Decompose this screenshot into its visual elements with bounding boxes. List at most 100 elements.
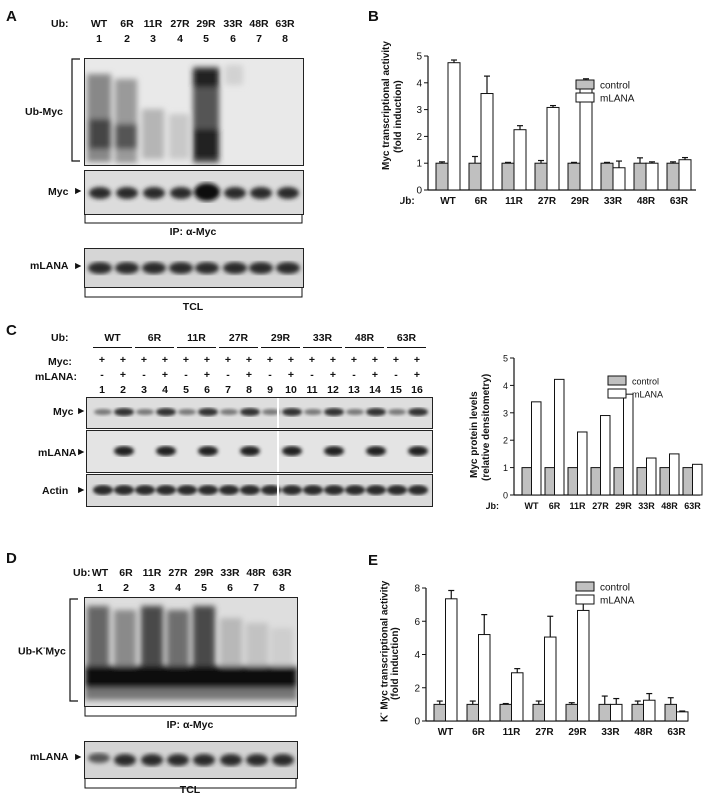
- x-tick-label: 33R: [604, 196, 623, 207]
- y-tick-label: 1: [503, 463, 508, 473]
- bar-mLANA: [610, 703, 623, 722]
- blot-band: [304, 409, 322, 415]
- ylabel-e-pre: K: [379, 714, 391, 722]
- bracket-ub-myc-a: [71, 58, 80, 162]
- bracket-tcl-a: [84, 288, 303, 298]
- mlana-sign-c: -: [142, 369, 146, 381]
- bar-mLANA: [478, 634, 491, 722]
- group-underline-c: [261, 347, 300, 348]
- myc-row-label-c: Myc:: [48, 356, 72, 368]
- blot-band: [114, 446, 134, 456]
- myc-sign-c: +: [392, 354, 400, 366]
- mlana-sign-c: +: [329, 369, 337, 381]
- x-tick-label: 27R: [538, 196, 557, 207]
- ub-prefix-a: Ub:: [51, 18, 69, 30]
- mlana-sign-c: +: [287, 369, 295, 381]
- ub-label-d: WT: [91, 567, 109, 579]
- blot-band: [408, 446, 428, 456]
- blot-band: [136, 409, 154, 415]
- x-tick-label: 48R: [637, 196, 656, 207]
- blot-band: [135, 485, 155, 495]
- lane-number-d: 2: [123, 582, 129, 594]
- y-tick-label: 2: [414, 683, 420, 694]
- group-underline-c: [345, 347, 384, 348]
- blot-band: [240, 408, 260, 416]
- arrow-mlana-a-icon: ►: [73, 260, 84, 272]
- blot-myc-c: [86, 397, 433, 429]
- mlana-sign-c: +: [119, 369, 127, 381]
- blot-band: [156, 408, 176, 416]
- lane-number-d: 8: [279, 582, 285, 594]
- legend-swatch: [575, 594, 595, 605]
- bar-control: [598, 703, 611, 722]
- lane-number-d: 7: [253, 582, 259, 594]
- blot-band: [198, 446, 218, 456]
- panel-label-b: B: [368, 8, 379, 25]
- blot-band: [156, 485, 176, 495]
- bar-mLANA: [600, 415, 611, 496]
- legend-swatch: [607, 375, 627, 386]
- myc-sign-c: +: [224, 354, 232, 366]
- mlana-sign-c: -: [394, 369, 398, 381]
- bar-mLANA: [623, 393, 634, 496]
- lane-number-d: 6: [227, 582, 233, 594]
- x-tick-label: 6R: [475, 196, 489, 207]
- bar-mLANA: [480, 93, 494, 191]
- bar-control: [565, 703, 578, 722]
- ub-label-d: 48R: [246, 567, 266, 579]
- x-tick-label: 11R: [505, 196, 524, 207]
- blot-band: [198, 408, 218, 416]
- myc-sign-c: +: [140, 354, 148, 366]
- lane-number-d: 4: [175, 582, 181, 594]
- ub-group-c: 63R: [396, 332, 417, 344]
- lane-number-c: 5: [183, 384, 189, 396]
- y-tick-label: 2: [503, 436, 508, 446]
- bar-control: [664, 703, 677, 722]
- group-underline-c: [219, 347, 258, 348]
- myc-sign-c: +: [371, 354, 379, 366]
- mlana-sign-c: +: [203, 369, 211, 381]
- tcl-label-d: TCL: [179, 784, 201, 796]
- blot-myc-label-c: Myc: [53, 406, 74, 418]
- bar-control: [659, 467, 670, 496]
- ub-group-c: 29R: [270, 332, 291, 344]
- myc-sign-c: +: [350, 354, 358, 366]
- bracket-ub-k-myc-d: [69, 598, 78, 702]
- legend-label: mLANA: [600, 94, 635, 105]
- group-underline-c: [177, 347, 216, 348]
- y-tick-label: 0: [503, 491, 508, 501]
- ub-group-c: WT: [104, 332, 121, 344]
- ub-label-a: 11R: [143, 18, 163, 30]
- bracket-ip-d: [84, 707, 297, 717]
- y-tick-label: 2: [416, 132, 422, 143]
- lane-number-a: 4: [177, 33, 183, 45]
- lane-number-c: 15: [390, 384, 402, 396]
- ub-k-myc-label: Ub-K-Myc: [18, 645, 66, 658]
- ub-k-myc-post: Myc: [45, 645, 66, 658]
- blot-band: [346, 409, 364, 415]
- blot-band: [387, 485, 407, 495]
- y-tick-label: 4: [503, 381, 508, 391]
- lane-number-c: 2: [120, 384, 126, 396]
- lane-number-c: 12: [327, 384, 339, 396]
- ub-group-c: 27R: [228, 332, 249, 344]
- myc-sign-c: +: [329, 354, 337, 366]
- bar-mLANA: [447, 62, 461, 191]
- legend-swatch: [575, 92, 595, 103]
- x-tick-label: 6R: [472, 727, 486, 738]
- ylabel-e-sup: -: [378, 712, 385, 715]
- panel-label-d: D: [6, 550, 17, 567]
- blot-mlana-c: [86, 430, 433, 473]
- mlana-row-label-c: mLANA:: [35, 371, 77, 383]
- ub-label-a: 48R: [249, 18, 269, 30]
- ylabel-e: K- Myc transcriptional activity: [378, 581, 390, 722]
- x-tick-label: 63R: [670, 196, 689, 207]
- y-tick-label: 0: [416, 186, 422, 197]
- lane-number-d: 1: [97, 582, 103, 594]
- y-tick-label: 1: [416, 159, 422, 170]
- x-tick-label: 11R: [569, 501, 586, 511]
- group-underline-c: [387, 347, 426, 348]
- ub-label-d: 63R: [272, 567, 292, 579]
- arrow-mlana-c-icon: ►: [76, 446, 87, 458]
- bar-mLANA: [511, 672, 524, 722]
